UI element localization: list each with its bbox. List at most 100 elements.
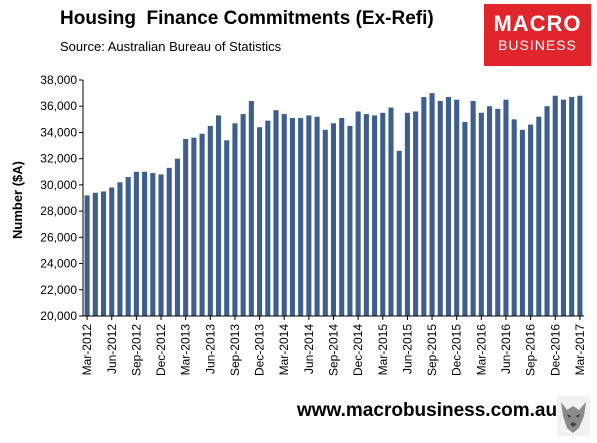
bar-Aug-2014 [322, 129, 328, 316]
bar-Jul-2012 [117, 182, 123, 316]
x-tick-label: Sep-2016 [524, 324, 538, 376]
x-tick-label: Jun-2015 [400, 324, 414, 374]
y-tick-label: 32,000 [40, 152, 77, 166]
x-tick-label: Mar-2012 [80, 324, 94, 376]
bar-Aug-2015 [421, 97, 427, 316]
x-tick-label: Sep-2012 [129, 324, 143, 376]
x-tick-label: Dec-2013 [253, 324, 267, 376]
x-tick-label: Sep-2014 [327, 324, 341, 376]
bar-Feb-2013 [174, 158, 180, 316]
bar-Jan-2015 [363, 114, 369, 316]
bar-Sep-2015 [429, 93, 435, 316]
bar-Oct-2013 [240, 114, 246, 316]
bar-Jan-2014 [265, 120, 271, 316]
bar-Mar-2013 [183, 139, 189, 316]
bar-May-2016 [495, 108, 501, 316]
y-tick-label: 20,000 [40, 309, 77, 323]
bar-Apr-2014 [289, 118, 295, 317]
bar-May-2012 [100, 191, 107, 316]
bar-Dec-2013 [257, 127, 263, 316]
logo-line-2: BUSINESS [498, 37, 577, 53]
bar-Jul-2016 [511, 119, 517, 316]
x-tick-label: Jun-2014 [302, 324, 316, 374]
bar-Feb-2014 [273, 110, 279, 316]
bar-Nov-2015 [445, 97, 452, 316]
logo-line-1: MACRO [493, 11, 582, 36]
x-tick-label: Mar-2014 [277, 324, 291, 376]
bar-Oct-2016 [536, 116, 542, 317]
bar-Dec-2014 [355, 111, 361, 316]
macrobusiness-logo: MACRO BUSINESS [484, 4, 591, 66]
bar-Jun-2016 [503, 99, 509, 316]
bar-Mar-2014 [281, 114, 287, 316]
y-tick-label: 34,000 [40, 125, 77, 139]
bar-May-2014 [298, 118, 304, 317]
bar-Jan-2017 [560, 99, 567, 316]
bar-Feb-2016 [470, 100, 476, 316]
bars [84, 93, 583, 317]
bar-Oct-2012 [142, 171, 148, 316]
x-axis: Mar-2012 Jun-2012 Sep-2012 Dec-2012 Mar-2013… [80, 315, 587, 376]
bar-Dec-2016 [552, 95, 558, 316]
bar-Sep-2013 [232, 123, 238, 317]
bar-Nov-2016 [544, 106, 550, 316]
bar-Jan-2016 [462, 121, 468, 317]
y-axis-title: Number ($A) [10, 161, 25, 239]
x-tick-label: Sep-2013 [228, 324, 242, 376]
bar-Jul-2014 [314, 116, 320, 317]
y-tick-label: 30,000 [40, 178, 77, 192]
footer-url: www.macrobusiness.com.au [297, 400, 558, 421]
bar-Aug-2012 [125, 177, 131, 316]
bar-Dec-2015 [454, 99, 460, 316]
x-tick-label: Mar-2013 [179, 324, 193, 376]
x-tick-label: Mar-2016 [474, 324, 488, 376]
chart-source: Source: Australian Bureau of Statistics [60, 39, 282, 54]
bar-Oct-2015 [437, 100, 443, 316]
bar-Apr-2016 [487, 106, 493, 316]
y-tick-label: 22,000 [40, 283, 77, 297]
x-tick-label: Dec-2015 [450, 324, 464, 376]
bar-Dec-2012 [158, 174, 164, 316]
bar-Mar-2016 [478, 112, 484, 316]
x-tick-label: Dec-2016 [548, 324, 562, 376]
x-tick-label: Sep-2015 [425, 324, 439, 376]
bar-Nov-2014 [347, 125, 353, 316]
y-tick-label: 28,000 [40, 204, 77, 218]
x-tick-label: Jun-2012 [105, 324, 119, 374]
x-tick-label: Dec-2012 [154, 324, 168, 376]
bar-Jul-2013 [215, 115, 222, 317]
x-tick-label: Mar-2017 [573, 324, 587, 376]
x-tick-label: Jun-2013 [203, 324, 217, 374]
bar-Aug-2016 [519, 129, 525, 316]
bar-Apr-2015 [388, 107, 394, 316]
y-tick-label: 24,000 [40, 257, 77, 271]
x-tick-label: Jun-2016 [499, 324, 513, 374]
bar-Jun-2013 [207, 125, 213, 316]
bar-Mar-2012 [84, 195, 90, 316]
bar-Nov-2013 [248, 100, 254, 316]
bar-Jun-2014 [306, 115, 312, 317]
bar-Feb-2015 [372, 115, 378, 317]
bar-Mar-2017 [577, 95, 583, 316]
bar-Jan-2013 [166, 167, 172, 316]
bar-May-2015 [396, 150, 402, 316]
bar-Sep-2016 [528, 124, 534, 316]
y-tick-label: 26,000 [40, 230, 77, 244]
y-tick-label: 36,000 [40, 99, 77, 113]
bar-Sep-2014 [330, 123, 337, 317]
x-tick-label: Mar-2015 [376, 324, 390, 376]
bar-Jul-2015 [413, 111, 419, 316]
bar-Jun-2015 [404, 112, 410, 316]
bar-Feb-2017 [569, 97, 575, 316]
bar-Aug-2013 [224, 140, 230, 316]
y-tick-label: 38,000 [40, 73, 77, 87]
bar-May-2013 [199, 133, 205, 316]
y-axis-title-group: Number ($A) [10, 161, 25, 239]
x-tick-label: Dec-2014 [351, 324, 365, 376]
bar-Oct-2014 [339, 118, 345, 317]
bar-Apr-2013 [191, 137, 197, 316]
bar-Nov-2012 [150, 173, 156, 316]
bar-Jun-2012 [109, 187, 115, 316]
chart-title: Housing Finance Commitments (Ex-Refi) [60, 8, 434, 29]
bar-Sep-2012 [133, 171, 139, 316]
